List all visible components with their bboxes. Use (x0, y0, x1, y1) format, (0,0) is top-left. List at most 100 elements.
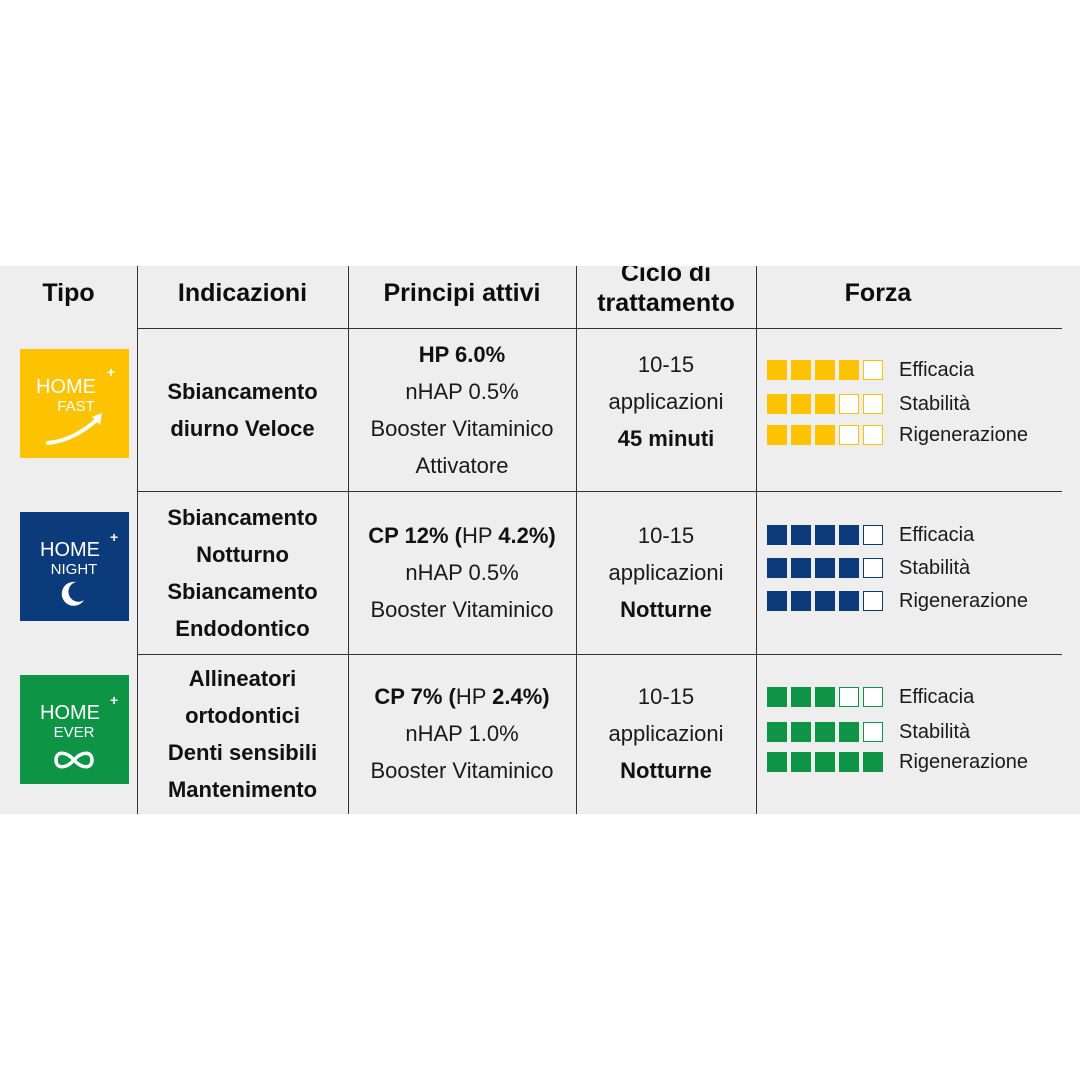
principi-cell: CP 7% (HP 2.4%) nHAP 1.0% Booster Vitami… (348, 654, 576, 814)
rating-square-filled (815, 591, 835, 611)
rating-square-filled (863, 752, 883, 772)
logo-background (20, 349, 129, 458)
row-divider (137, 654, 1062, 655)
logo-sub: NIGHT (51, 561, 98, 578)
meter-boxes (767, 360, 887, 380)
principi-line: Attivatore (415, 452, 509, 478)
meter-boxes (767, 752, 887, 772)
ciclo-line: Notturne (620, 758, 712, 783)
header-principi-attivi: Principi attivi (383, 279, 541, 307)
meter-row-rigenerazione: Rigenerazione (767, 751, 1028, 773)
rating-square-filled (815, 722, 835, 742)
column-divider (348, 266, 349, 814)
indicazioni-line: Sbiancamento (167, 578, 318, 604)
meter-label: Efficacia (899, 523, 975, 546)
meter-label: Stabilità (899, 720, 971, 743)
column-divider (137, 266, 138, 814)
header-tipo: Tipo (42, 279, 95, 307)
rating-square-filled (839, 591, 859, 611)
logo-word: HOME (40, 702, 100, 724)
meter-label: Rigenerazione (899, 423, 1028, 446)
principi-part: 4.2%) (498, 523, 556, 548)
ciclo-line: applicazioni (608, 560, 724, 585)
logo-plus: + (107, 364, 115, 380)
row-divider (137, 328, 1062, 329)
principi-line: nHAP 0.5% (405, 560, 519, 585)
indicazioni-line: ortodontici (185, 703, 300, 728)
indicazioni-line: Allineatori (188, 666, 297, 691)
indicazioni-line: Mantenimento (167, 777, 318, 802)
rating-square-filled (815, 752, 835, 772)
comparison-table: Tipo Indicazioni Principi attivi Ciclo d… (0, 266, 1080, 814)
ciclo-line: 45 minuti (617, 426, 715, 451)
meter-row-stabilita: Stabilità (767, 393, 970, 415)
rating-square-filled (815, 558, 835, 578)
principi-cell: HP 6.0% nHAP 0.5% Booster Vitaminico Att… (348, 328, 576, 491)
rating-square-filled (791, 394, 811, 414)
rating-square-empty (839, 425, 859, 445)
meter-label: Rigenerazione (899, 750, 1028, 773)
meter-row-efficacia: Efficacia (767, 524, 974, 546)
principi-part: HP (455, 684, 493, 709)
meter-row-efficacia: Efficacia (767, 686, 974, 708)
principi-line: nHAP 1.0% (405, 721, 519, 746)
meter-row-rigenerazione: Rigenerazione (767, 590, 1028, 612)
rating-square-filled (791, 425, 811, 445)
rating-square-filled (791, 752, 811, 772)
rating-square-empty (863, 591, 883, 611)
row-divider (137, 491, 1062, 492)
meter-row-stabilita: Stabilità (767, 721, 970, 743)
meter-boxes (767, 687, 887, 707)
rating-square-filled (767, 525, 787, 545)
crescent-moon-icon (61, 581, 84, 606)
meter-boxes (767, 722, 887, 742)
meter-label: Rigenerazione (899, 589, 1028, 612)
rating-square-filled (767, 425, 787, 445)
principi-line: CP 7% (HP 2.4%) (374, 678, 549, 715)
rating-square-empty (863, 525, 883, 545)
column-divider (576, 266, 577, 814)
meter-row-rigenerazione: Rigenerazione (767, 424, 1028, 446)
ciclo-line: applicazioni (608, 721, 724, 746)
rating-square-filled (767, 360, 787, 380)
rating-square-filled (767, 558, 787, 578)
logo-plus: + (110, 529, 118, 545)
rating-square-empty (863, 425, 883, 445)
logo-sub: FAST (57, 398, 95, 415)
principi-line: Booster Vitaminico (370, 597, 554, 622)
meter-row-efficacia: Efficacia (767, 359, 974, 381)
principi-part: HP (461, 523, 499, 548)
principi-part: CP 12% ( (368, 523, 462, 548)
rating-square-filled (791, 360, 811, 380)
header-ciclo-line1: Ciclo di (620, 266, 712, 287)
rating-square-filled (839, 752, 859, 772)
ciclo-line: applicazioni (608, 389, 724, 414)
header-indicazioni: Indicazioni (177, 279, 308, 307)
rating-square-empty (863, 558, 883, 578)
principi-line: HP 6.0% (418, 341, 506, 367)
ciclo-line: 10-15 (637, 684, 695, 709)
principi-line: CP 12% (HP 4.2%) (368, 517, 556, 554)
ciclo-cell: 10-15 applicazioni 45 minuti (576, 328, 756, 491)
home-night-logo: HOME + NIGHT (20, 512, 129, 621)
principi-cell: CP 12% (HP 4.2%) nHAP 0.5% Booster Vitam… (348, 491, 576, 654)
ciclo-line: 10-15 (637, 523, 695, 548)
meter-label: Efficacia (899, 685, 975, 708)
rating-square-filled (815, 360, 835, 380)
ciclo-line: 10-15 (637, 352, 695, 377)
meter-boxes (767, 591, 887, 611)
principi-part: CP 7% ( (374, 684, 456, 709)
meter-boxes (767, 558, 887, 578)
rating-square-filled (767, 591, 787, 611)
rating-square-filled (839, 360, 859, 380)
rating-square-empty (863, 394, 883, 414)
rating-square-filled (839, 722, 859, 742)
indicazioni-line: Sbiancamento (167, 378, 318, 404)
rating-square-filled (815, 525, 835, 545)
meter-row-stabilita: Stabilità (767, 557, 970, 579)
header-ciclo: Ciclo di trattamento (576, 266, 756, 318)
rating-square-empty (863, 360, 883, 380)
column-divider (756, 266, 757, 814)
rating-square-filled (767, 722, 787, 742)
ciclo-cell: 10-15 applicazioni Notturne (576, 491, 756, 654)
